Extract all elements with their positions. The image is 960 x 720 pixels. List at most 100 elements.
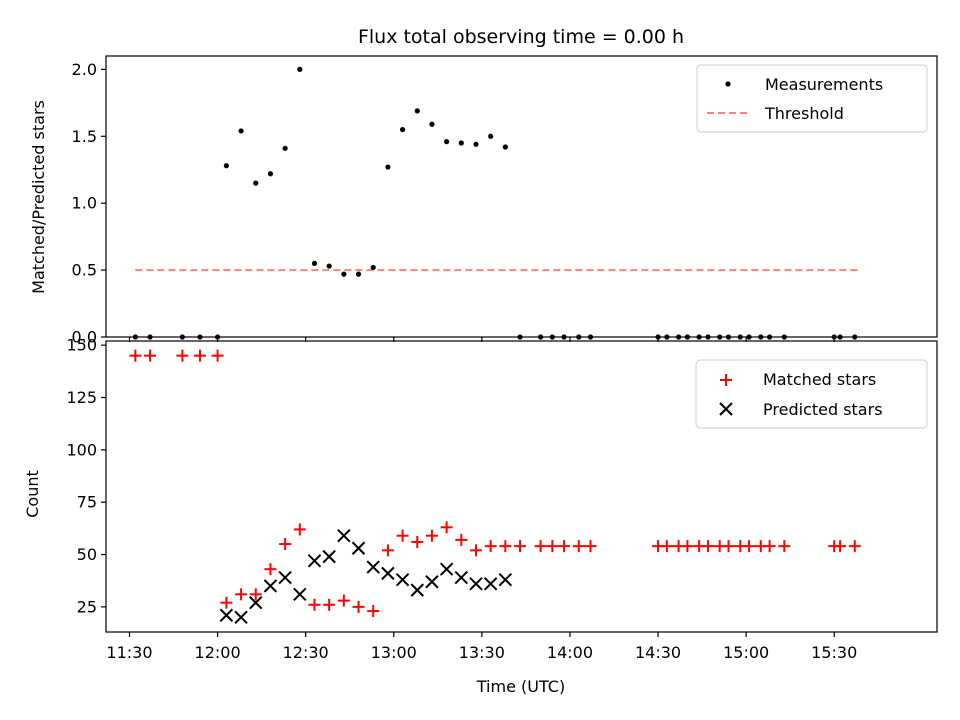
bottom-ticks: 25 50 75 100 125 150 11:30 12:00 12:30 13:00 13:30… [66,336,857,662]
measurement-point-8 [267,171,274,177]
measurement-point-16 [385,164,391,170]
matched-star-point-21 [455,533,468,546]
bottom-ytick-label-1: 50 [77,545,97,564]
matched-star-point-20 [440,521,453,534]
measurement-point-12 [326,263,332,269]
matched-star-point-6 [235,588,248,601]
matched-star-point-1 [144,349,157,362]
matched-star-point-5 [220,596,233,609]
matched-star-point-16 [381,544,394,557]
measurement-point-20 [444,139,450,145]
bottom-xtick-label-2: 12:30 [283,643,329,662]
measurement-point-18 [414,108,420,114]
predicted-star-point-17 [469,577,483,591]
top-ticks: 0.0 0.5 1.0 1.5 2.0 [72,60,835,347]
measurement-point-13 [341,271,347,277]
measurement-point-23 [488,133,494,139]
legend-predicted-marker [719,402,733,416]
top-ytick-label-0: 0.0 [72,328,97,347]
matched-star-point-2 [176,349,189,362]
predicted-star-point-10 [366,560,380,574]
matched-star-point-43 [778,540,791,553]
predicted-star-point-14 [425,575,439,589]
matched-star-point-14 [352,600,365,613]
bottom-xtick-label-6: 14:30 [635,643,681,662]
matched-star-point-12 [323,598,336,611]
legend-matched-label: Matched stars [763,370,876,389]
matched-star-point-28 [558,540,571,553]
matched-star-point-32 [660,540,673,553]
top-ytick-label-1: 0.5 [72,261,97,280]
matched-star-point-27 [546,540,559,553]
bottom-ytick-label-2: 75 [77,493,97,512]
predicted-star-point-2 [249,595,263,610]
predicted-star-point-15 [439,562,454,576]
matched-star-point-7 [249,588,262,601]
bottom-ytick-label-3: 100 [66,440,97,459]
matched-star-point-36 [701,540,714,553]
matched-star-point-30 [584,540,597,553]
matched-star-point-17 [396,529,409,542]
measurement-point-7 [253,180,259,186]
predicted-star-point-9 [351,541,366,555]
predicted-star-point-6 [307,554,322,568]
predicted-star-point-16 [454,570,469,585]
matched-star-point-19 [425,529,438,542]
measurement-point-15 [370,264,376,271]
bottom-xtick-label-1: 12:00 [195,643,241,662]
legend-measurements-marker [725,81,731,87]
legend-threshold-label: Threshold [764,104,844,123]
predicted-star-point-7 [322,549,336,564]
bottom-x-axis-label: Time (UTC) [476,677,565,696]
predicted-star-point-4 [278,570,292,585]
measurement-point-17 [399,126,406,133]
measurement-point-19 [429,121,435,127]
predicted-star-point-0 [219,608,234,622]
bottom-xtick-label-8: 15:30 [811,643,857,662]
matched-star-point-18 [411,535,424,548]
top-y-axis-label: Matched/Predicted stars [29,100,48,294]
measurement-point-6 [238,128,244,134]
measurement-point-10 [297,66,303,72]
matched-star-point-26 [534,540,547,553]
matched-star-point-4 [211,349,224,362]
bottom-ytick-label-4: 125 [66,388,97,407]
matched-star-point-34 [681,540,694,553]
predicted-star-point-3 [263,579,278,593]
matched-star-point-11 [308,598,321,611]
bottom-marks [129,349,861,625]
bottom-legend: Matched stars Predicted stars [695,359,928,429]
bottom-axes-frame [105,340,938,633]
top-legend-box [696,64,928,133]
top-chart-title: Flux total observing time = 0.00 h [358,26,684,48]
matched-star-point-38 [722,540,735,553]
predicted-star-point-12 [395,572,410,587]
bottom-y-axis-label: Count [23,470,42,518]
matched-star-point-42 [763,540,776,553]
predicted-star-point-8 [337,528,351,543]
bottom-plot: 25 50 75 100 125 150 11:30 12:00 12:30 13:00 13:30… [23,336,938,696]
bottom-legend-box [695,359,928,429]
bottom-xtick-label-7: 15:00 [723,643,769,662]
measurement-point-5 [223,163,229,169]
matched-star-point-9 [279,538,292,551]
top-ytick-label-4: 2.0 [72,60,97,79]
predicted-star-point-13 [410,583,424,597]
matched-star-point-10 [293,523,306,536]
bottom-ytick-label-0: 25 [77,597,97,616]
matched-star-point-29 [572,540,585,553]
measurement-point-21 [458,140,464,146]
measurement-point-22 [473,141,479,147]
matched-star-point-25 [514,540,527,553]
top-ytick-label-3: 1.5 [72,127,97,146]
legend-matched-marker [720,374,732,386]
matched-star-point-45 [834,540,847,553]
predicted-star-point-19 [498,572,513,587]
measurement-point-9 [282,145,288,151]
bottom-xtick-label-3: 13:00 [371,643,417,662]
measurement-point-11 [311,260,318,267]
measurement-point-24 [502,144,508,150]
top-marks [132,66,858,340]
bottom-xtick-label-0: 11:30 [106,643,152,662]
